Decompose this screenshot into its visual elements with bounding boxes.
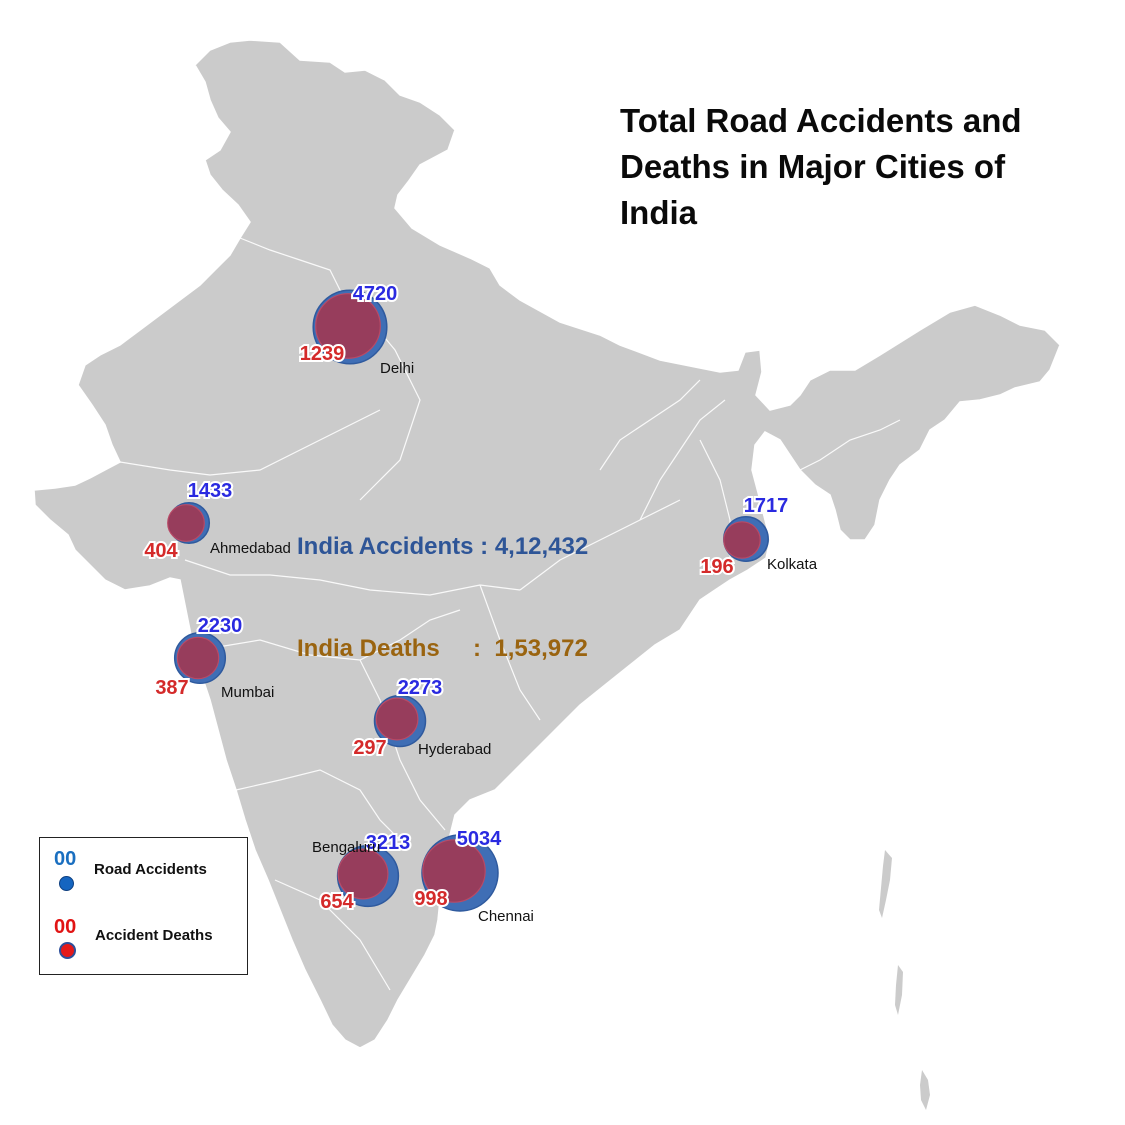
deaths-value-label: 998 <box>414 888 447 910</box>
deaths-value-label: 196 <box>700 556 733 578</box>
legend: 00 Road Accidents 00 Accident Deaths <box>39 837 248 975</box>
india-mainland-shape <box>33 39 1061 1049</box>
deaths-value-label: 387 <box>155 677 188 699</box>
legend-deaths-number: 00 <box>54 916 77 938</box>
accidents-value-label: 2273 <box>398 677 443 699</box>
death-circle <box>315 293 381 359</box>
india-totals: India Accidents : 4,12,432 India Deaths … <box>297 462 588 700</box>
accidents-value-label: 3213 <box>366 832 411 854</box>
city-name-label: Mumbai <box>221 684 274 701</box>
city-bubble-mumbai: 2230 387 Mumbai <box>153 613 274 701</box>
deaths-value-label: 1239 <box>300 343 345 365</box>
accidents-value-label: 4720 <box>353 283 398 305</box>
death-circle <box>375 697 419 741</box>
city-bubble-hyderabad: 2273 297 Hyderabad <box>351 675 491 761</box>
legend-accidents-label: Road Accidents <box>94 861 207 878</box>
title-line-2: Deaths in Major Cities of <box>620 148 1006 185</box>
title-line-3: India <box>620 194 698 231</box>
city-bubble-bengaluru: 3213 654 Bengaluru <box>312 830 412 915</box>
legend-accidents-dot-icon <box>59 876 74 891</box>
city-name-label: Delhi <box>380 360 414 377</box>
death-circle <box>167 504 205 542</box>
death-circle <box>723 521 761 559</box>
death-circle <box>176 636 220 680</box>
india-deaths-total: India Deaths : 1,53,972 <box>297 635 588 662</box>
deaths-value-label: 654 <box>320 891 354 913</box>
andaman-islands <box>879 850 930 1110</box>
deaths-value-label: 297 <box>353 737 386 759</box>
map-title: Total Road Accidents and Deaths in Major… <box>620 98 1080 236</box>
death-circle <box>422 839 486 903</box>
legend-deaths-label: Accident Deaths <box>95 927 213 944</box>
accidents-value-label: 1717 <box>744 495 789 517</box>
city-bubble-delhi: 4720 1239 Delhi <box>298 281 414 377</box>
city-bubble-ahmedabad: 1433 404 Ahmedabad <box>142 478 291 564</box>
accidents-value-label: 5034 <box>457 828 502 850</box>
city-bubbles: 4720 1239 Delhi 1433 404 Ahmedabad 1717 196 Kolk… <box>142 281 818 925</box>
city-name-label: Kolkata <box>767 556 818 573</box>
city-name-label: Chennai <box>478 908 534 925</box>
city-name-label: Hyderabad <box>418 741 491 758</box>
city-bubble-kolkata: 1717 196 Kolkata <box>698 493 818 580</box>
accidents-value-label: 1433 <box>188 480 233 502</box>
india-accidents-total: India Accidents : 4,12,432 <box>297 533 589 560</box>
title-line-1: Total Road Accidents and <box>620 102 1022 139</box>
city-name-label: Bengaluru <box>312 839 380 856</box>
city-bubble-chennai: 5034 998 Chennai <box>412 826 534 925</box>
state-boundaries <box>119 237 901 991</box>
legend-accidents-number: 00 <box>54 848 77 870</box>
accidents-value-label: 2230 <box>198 615 243 637</box>
deaths-value-label: 404 <box>144 540 178 562</box>
city-name-label: Ahmedabad <box>210 540 291 557</box>
death-circle <box>337 848 389 900</box>
legend-deaths-dot-icon <box>59 942 76 959</box>
